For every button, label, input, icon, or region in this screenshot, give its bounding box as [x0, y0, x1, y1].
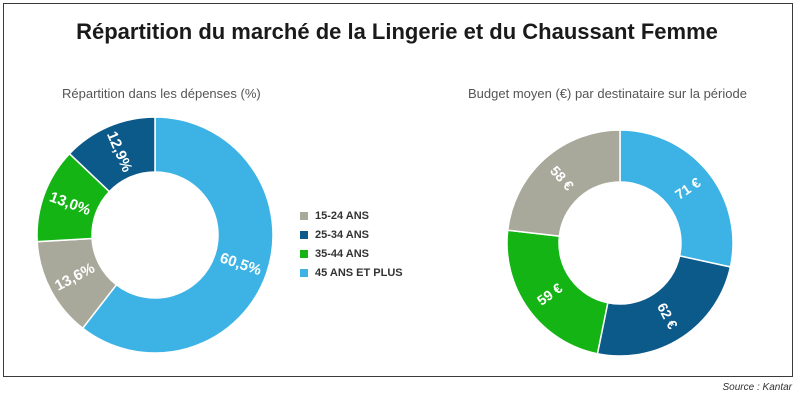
source-note: Source : Kantar: [722, 382, 792, 393]
legend-swatch: [300, 268, 308, 277]
legend-label: 15-24 ANS: [315, 209, 370, 222]
average-budget-donut: 71 €62 €59 €58 €: [506, 129, 734, 357]
slice-45-ans-et-plus: [619, 129, 734, 268]
slice-25-34-ans: [596, 255, 732, 357]
right-chart-title: Budget moyen (€) par destinataire sur la…: [468, 86, 747, 101]
main-title: Répartition du marché de la Lingerie et …: [76, 19, 718, 44]
legend-swatch: [300, 211, 308, 220]
legend-swatch: [300, 230, 308, 239]
legend-label: 35-44 ANS: [315, 247, 370, 260]
slice-45-ans-et-plus: [81, 116, 274, 354]
slice-35-44-ans: [506, 229, 609, 355]
legend-swatch: [300, 249, 308, 258]
legend: 15-24 ANS 25-34 ANS 35-44 ANS 45 ANS ET …: [300, 206, 403, 282]
legend-label: 45 ANS ET PLUS: [315, 266, 403, 279]
legend-item-15-24: 15-24 ANS: [300, 206, 403, 225]
legend-item-45-plus: 45 ANS ET PLUS: [300, 263, 403, 282]
spending-share-donut: 60,5%13,6%13,0%12,9%: [36, 116, 274, 354]
legend-item-25-34: 25-34 ANS: [300, 225, 403, 244]
legend-item-35-44: 35-44 ANS: [300, 244, 403, 263]
left-chart-title: Répartition dans les dépenses (%): [62, 86, 261, 101]
slice-25-34-ans: [68, 116, 156, 193]
legend-label: 25-34 ANS: [315, 228, 370, 241]
slice-15-24-ans: [506, 129, 621, 237]
